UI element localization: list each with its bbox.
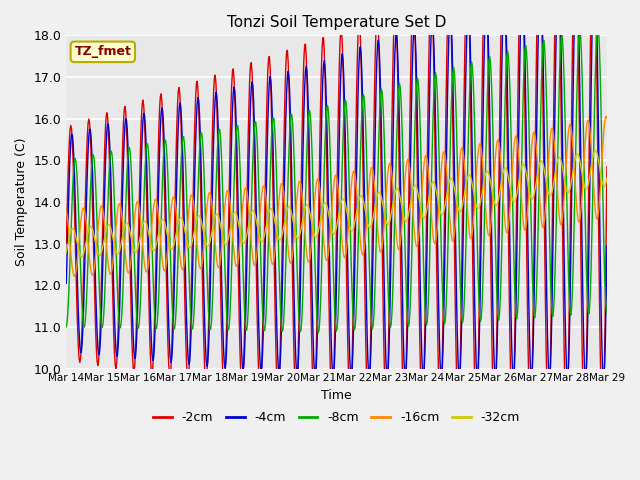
Legend: -2cm, -4cm, -8cm, -16cm, -32cm: -2cm, -4cm, -8cm, -16cm, -32cm xyxy=(148,406,525,429)
Text: TZ_fmet: TZ_fmet xyxy=(74,45,131,59)
Y-axis label: Soil Temperature (C): Soil Temperature (C) xyxy=(15,138,28,266)
Title: Tonzi Soil Temperature Set D: Tonzi Soil Temperature Set D xyxy=(227,15,446,30)
X-axis label: Time: Time xyxy=(321,389,352,402)
